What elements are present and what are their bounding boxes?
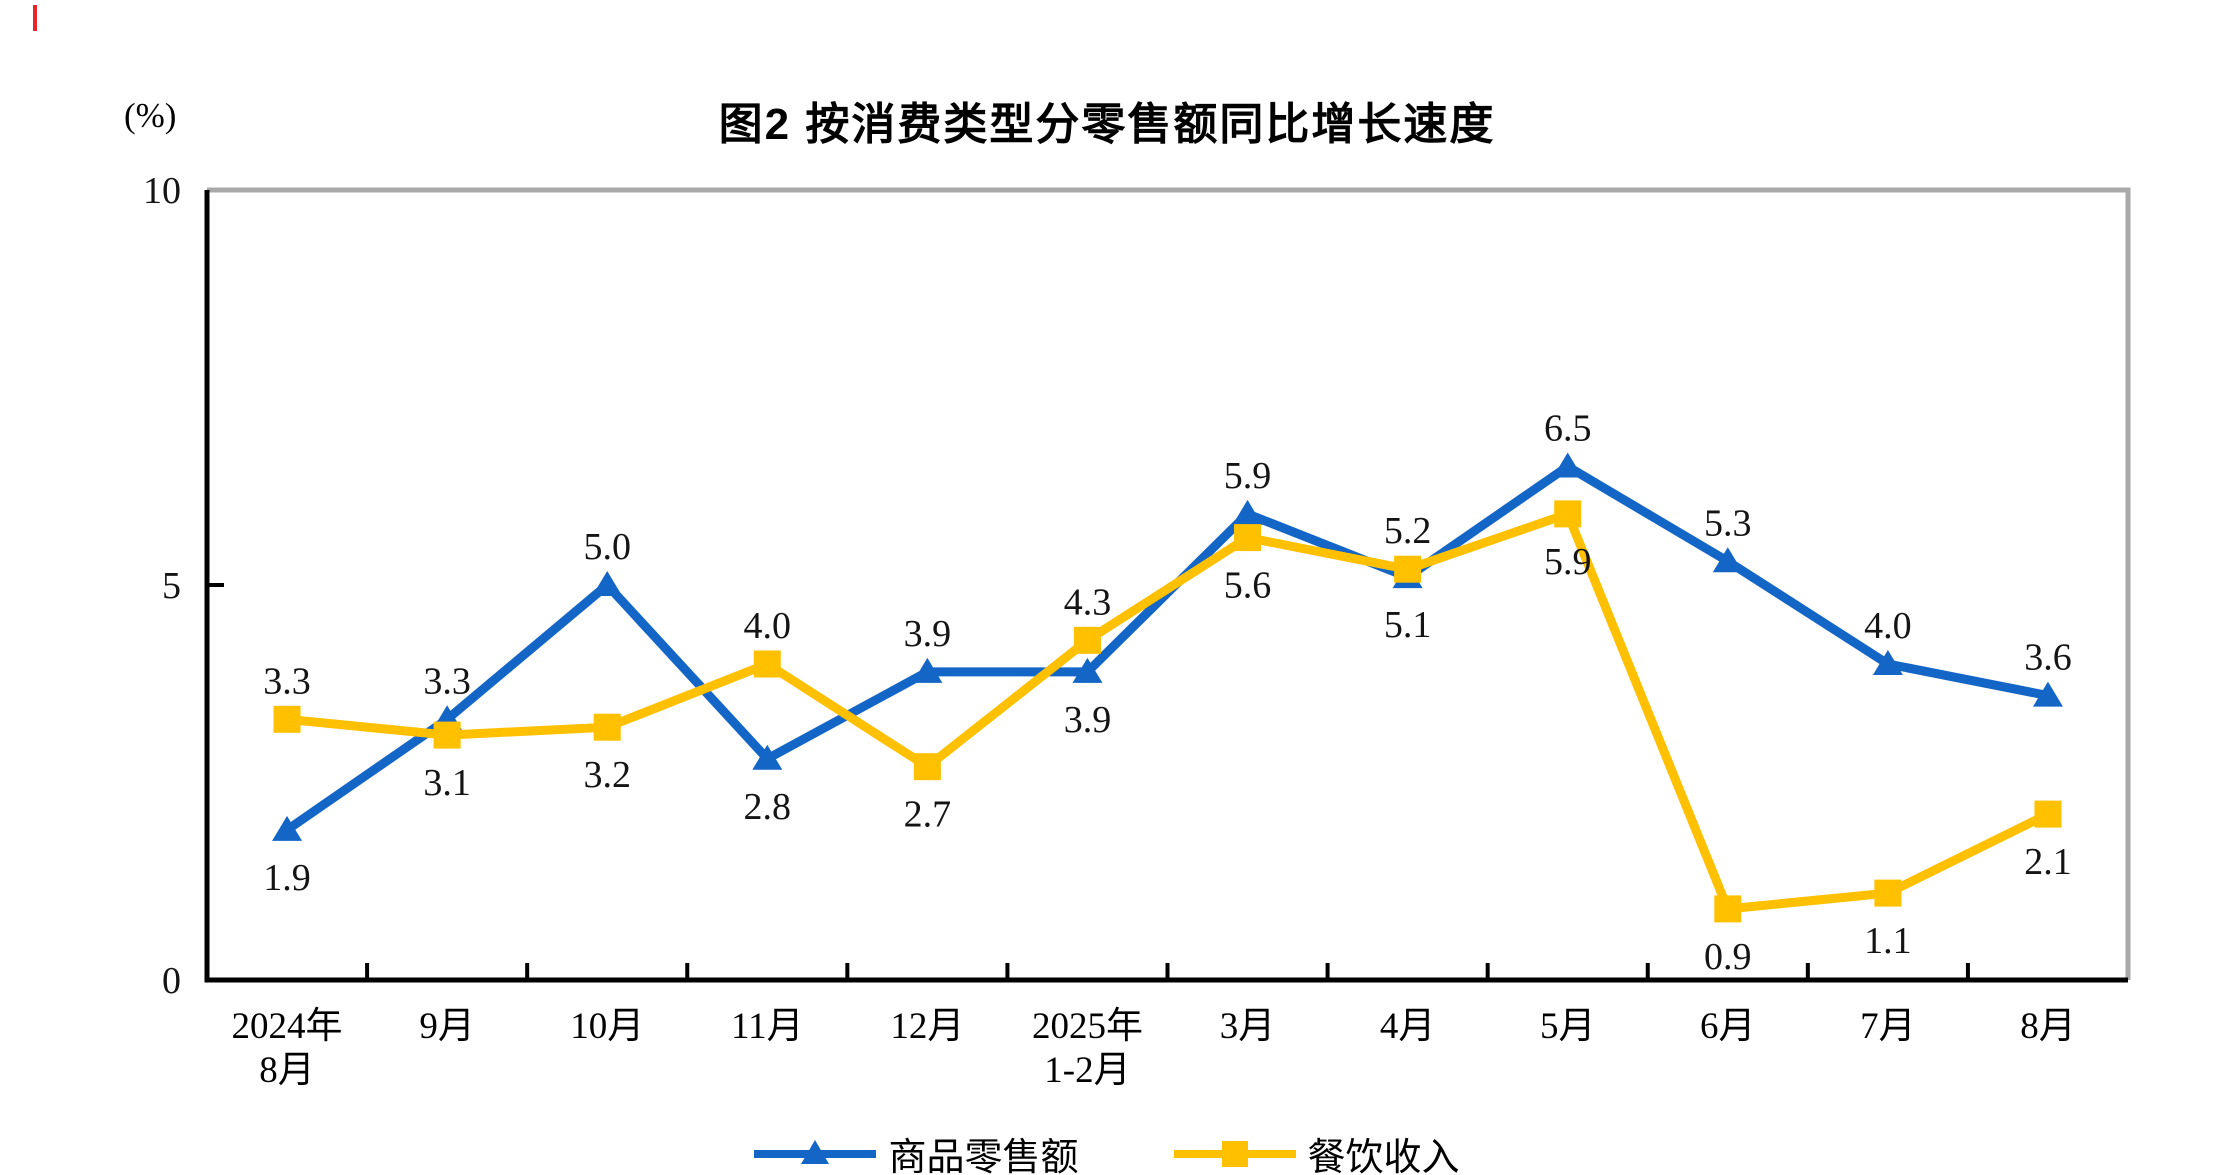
plot-frame-shadow	[207, 187, 2131, 980]
triangle-marker	[272, 815, 303, 841]
data-label: 3.6	[2024, 637, 2072, 679]
y-axis-unit-label: (%)	[124, 96, 177, 135]
data-label: 1.9	[263, 857, 311, 899]
x-axis-label: 10月	[570, 1006, 644, 1047]
triangle-marker	[752, 744, 783, 770]
x-axis-label: 11月	[731, 1006, 804, 1047]
data-label: 5.2	[1384, 510, 1432, 552]
x-axis-label: 3月	[1220, 1006, 1276, 1047]
triangle-marker	[1872, 650, 1903, 675]
data-label: 5.9	[1224, 455, 1272, 497]
square-marker	[1874, 879, 1902, 907]
triangle-marker	[1712, 547, 1743, 573]
square-marker	[2034, 800, 2062, 828]
x-axis-label: 2025年 1-2月	[1032, 1005, 1143, 1091]
triangle-marker	[592, 571, 623, 596]
square-marker	[913, 753, 941, 781]
data-label: 5.0	[583, 526, 631, 568]
data-label: 3.2	[583, 754, 631, 796]
x-axis-label: 4月	[1380, 1006, 1436, 1047]
data-label: 4.0	[744, 605, 792, 647]
legend-square-marker	[1221, 1140, 1248, 1167]
chart-legend: 商品零售额 餐饮收入	[0, 1126, 2214, 1175]
data-label: 3.9	[904, 613, 952, 655]
catering-income-line-marker-icon	[1173, 1140, 1296, 1167]
data-label: 5.3	[1704, 502, 1752, 544]
square-marker	[593, 713, 621, 741]
data-label: 3.3	[263, 660, 311, 702]
data-label: 3.1	[423, 762, 471, 804]
data-label: 2.8	[744, 786, 792, 828]
x-axis-label: 8月	[2020, 1006, 2076, 1047]
square-marker	[753, 650, 781, 678]
legend-label-goods-retail: 商品零售额	[888, 1137, 1079, 1175]
square-marker	[433, 721, 461, 749]
x-axis-label: 5月	[1540, 1006, 1596, 1047]
square-marker	[1554, 500, 1582, 528]
triangle-marker	[912, 657, 943, 683]
chart-title: 图2 按消费类型分零售额同比增长速度	[718, 100, 1496, 149]
y-tick-label: 0	[162, 960, 181, 1002]
data-label: 3.9	[1064, 699, 1112, 741]
goods-retail-line-marker-icon	[754, 1139, 877, 1164]
data-label: 3.3	[423, 660, 471, 702]
square-marker	[1073, 626, 1101, 654]
data-label: 1.1	[1864, 920, 1912, 962]
data-label: 0.9	[1704, 936, 1752, 978]
legend-item-goods-retail: 商品零售额	[754, 1126, 1079, 1175]
legend-label-catering-income: 餐饮收入	[1307, 1137, 1460, 1175]
legend-item-catering-income: 餐饮收入	[1173, 1126, 1460, 1175]
page-artifact-mark	[33, 5, 37, 31]
data-label: 4.0	[1864, 605, 1912, 647]
data-label: 5.9	[1544, 541, 1592, 583]
y-tick-label: 5	[162, 565, 181, 607]
legend-triangle-marker	[801, 1139, 830, 1164]
triangle-marker	[1552, 452, 1583, 478]
series-line-1	[286, 508, 2050, 914]
triangle-marker	[1072, 657, 1103, 683]
data-label: 4.3	[1064, 581, 1112, 623]
x-axis-label: 12月	[890, 1006, 964, 1047]
x-axis-label: 6月	[1700, 1006, 1756, 1047]
y-tick-label: 10	[143, 170, 181, 212]
triangle-marker	[1232, 499, 1263, 525]
square-marker	[273, 705, 301, 733]
x-axis-label: 9月	[419, 1006, 475, 1047]
triangle-marker	[2032, 681, 2063, 707]
data-label: 6.5	[1544, 408, 1592, 450]
x-axis-label: 2024年 8月	[232, 1005, 343, 1091]
data-label: 2.7	[904, 794, 952, 836]
square-marker	[1714, 895, 1742, 923]
square-marker	[1394, 555, 1422, 583]
data-label: 2.1	[2024, 841, 2072, 883]
data-label: 5.6	[1224, 565, 1272, 607]
series-line-0	[284, 461, 2049, 834]
x-axis-label: 7月	[1860, 1006, 1916, 1047]
data-label: 5.1	[1384, 604, 1432, 646]
square-marker	[1234, 524, 1262, 552]
